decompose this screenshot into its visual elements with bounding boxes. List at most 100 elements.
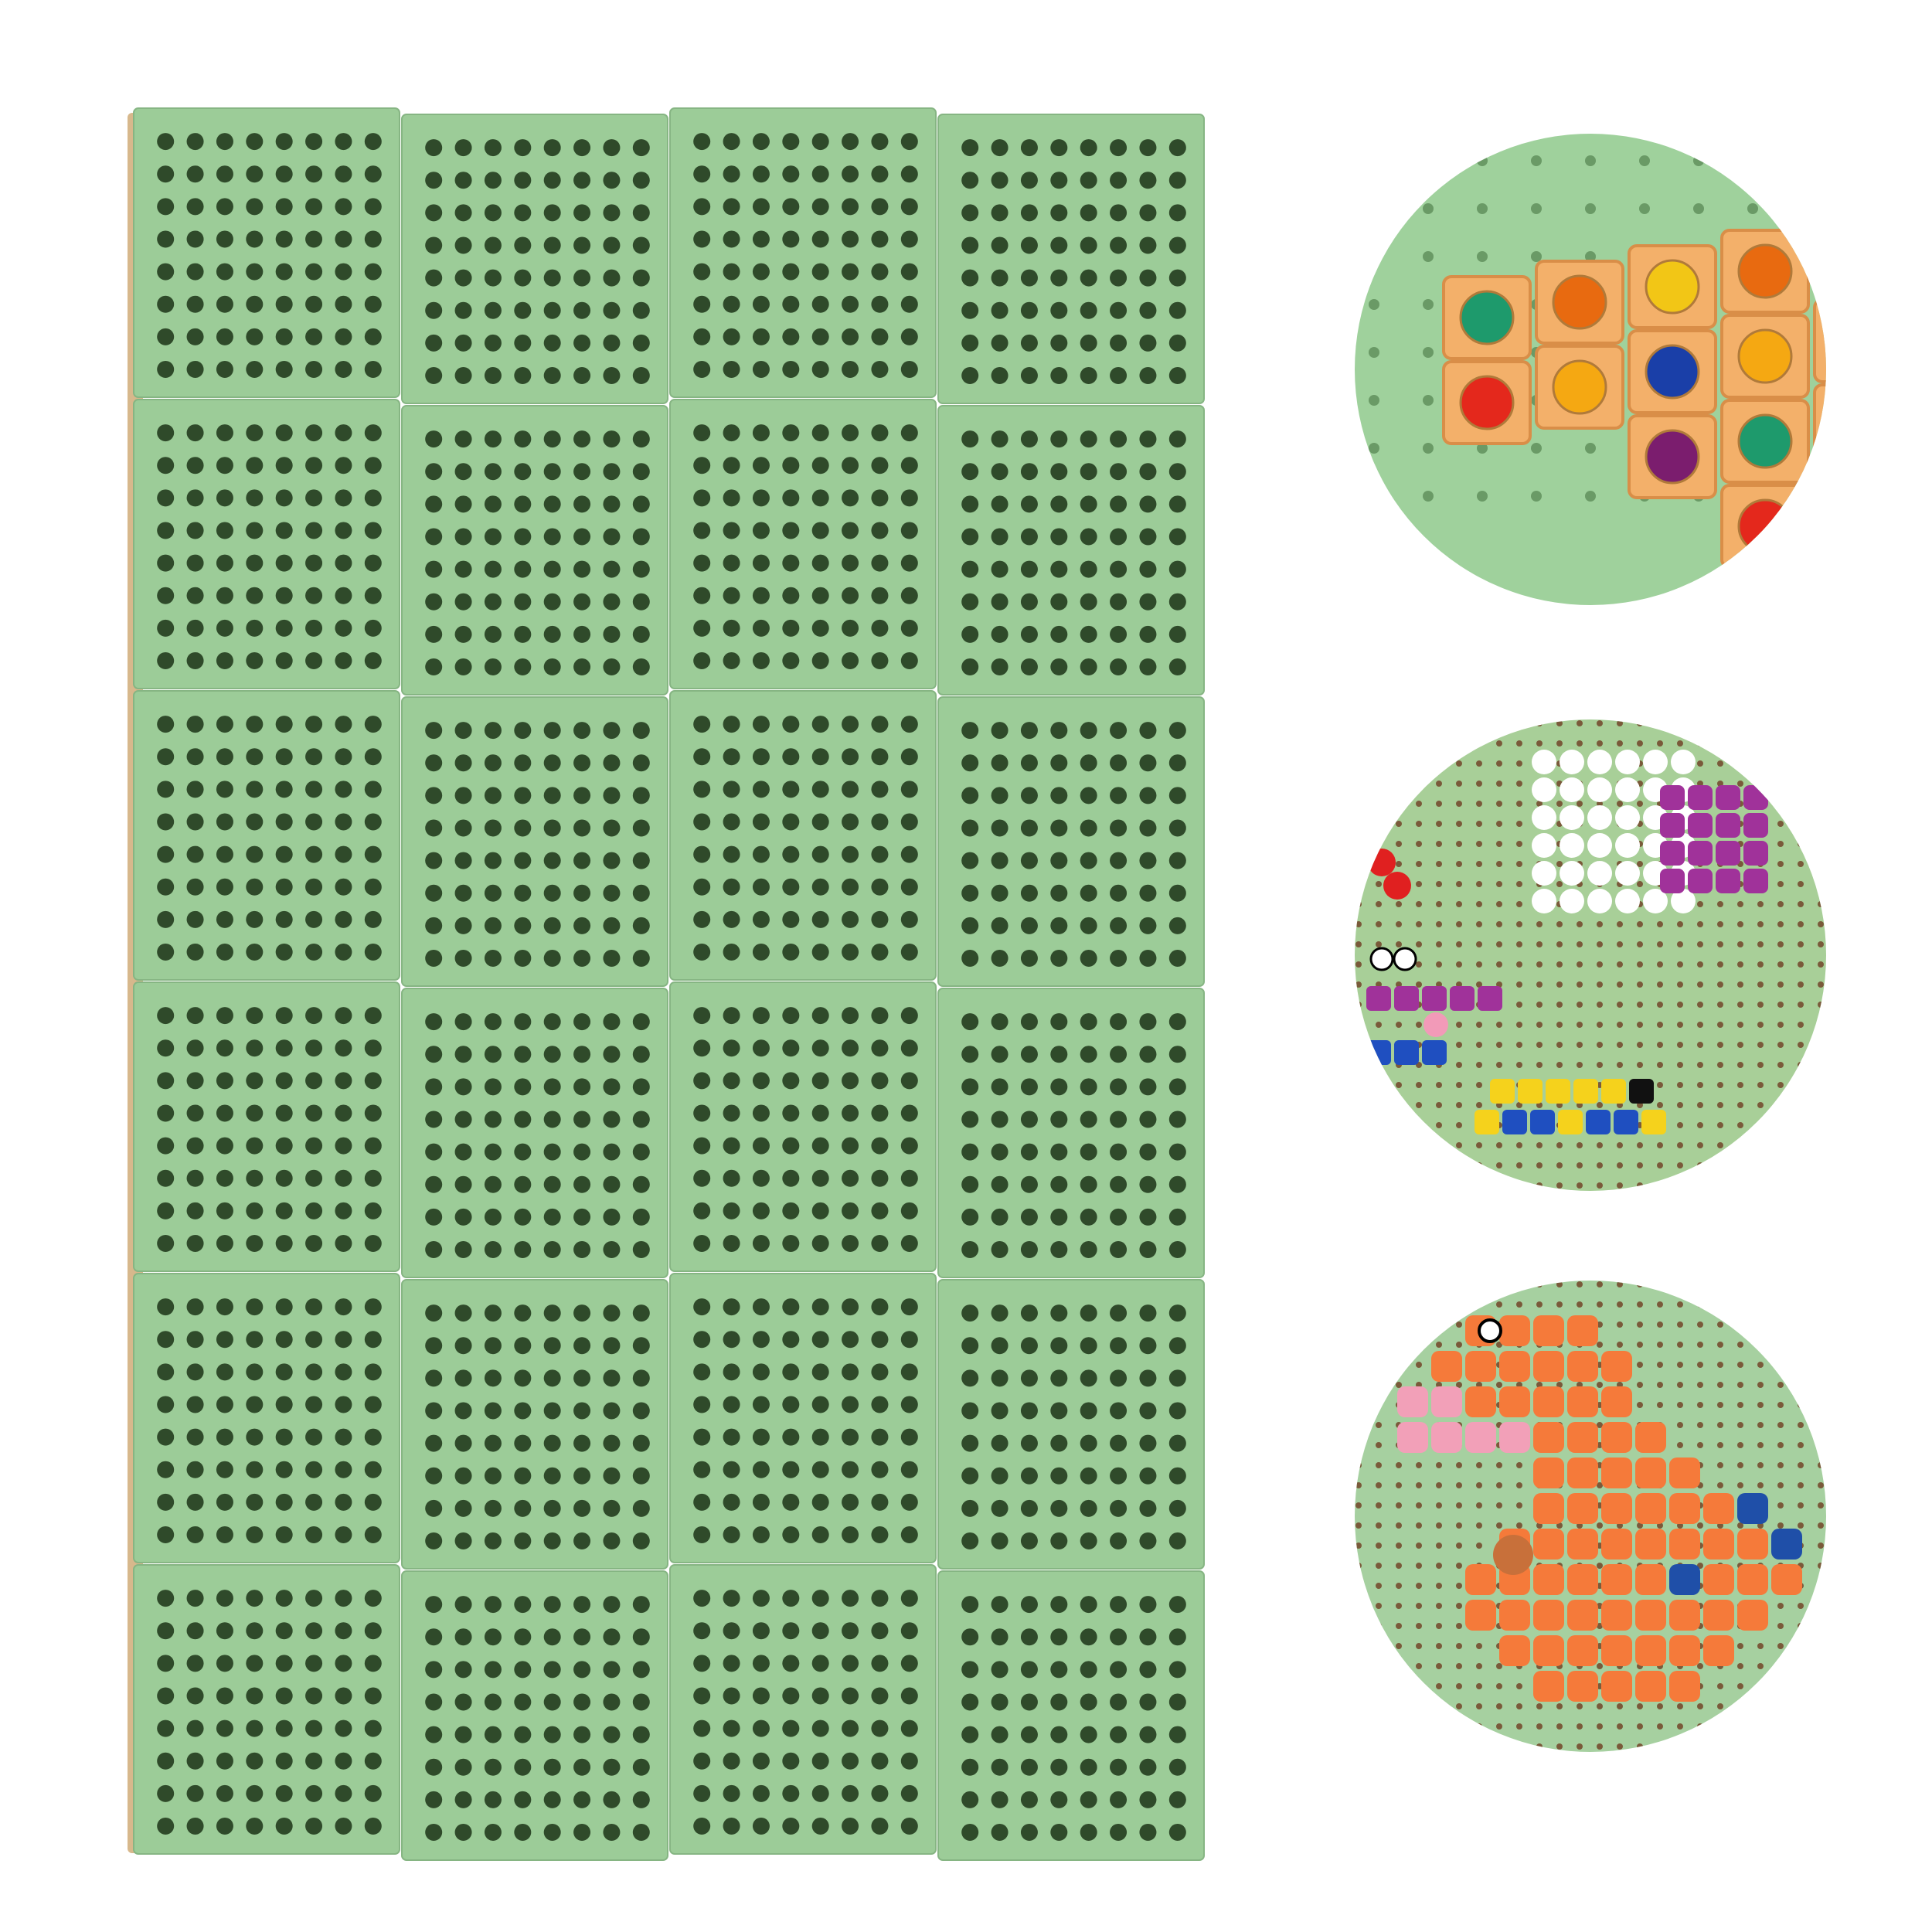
peg-hole (752, 943, 770, 961)
peg-hole (1376, 1402, 1382, 1408)
peg-hole (1818, 1743, 1824, 1750)
peg-hole (1516, 921, 1522, 927)
peg-hole (1080, 593, 1097, 611)
peg-hole (1556, 740, 1563, 747)
peg-hole (454, 1791, 472, 1808)
peg-hole (1677, 1723, 1683, 1730)
peg-hole (961, 1337, 979, 1355)
peg-hole (1416, 981, 1422, 988)
peg-hole (543, 1628, 561, 1646)
peg-hole (1476, 760, 1482, 767)
peg-hole (305, 781, 323, 798)
peg-hole (425, 1337, 443, 1355)
peg-hole (1737, 1002, 1743, 1008)
peg-hole (1139, 1726, 1157, 1743)
peg-hole (632, 366, 650, 384)
peg-hole (991, 1369, 1009, 1387)
peg-hole (1777, 1663, 1784, 1669)
peg-hole (1423, 347, 1434, 358)
peg-hole (1168, 1596, 1186, 1614)
peg-hole (335, 198, 352, 216)
peg-hole (632, 1078, 650, 1096)
peg-hole (1376, 720, 1382, 726)
peg-hole (1020, 754, 1038, 772)
peg-hole (425, 1693, 443, 1711)
peg-hole (425, 593, 443, 611)
peg-hole (1168, 301, 1186, 319)
peg-hole (961, 1111, 979, 1128)
peg-hole (632, 430, 650, 448)
peg-hole (1536, 1281, 1543, 1287)
peg-hole (1110, 1726, 1128, 1743)
peg-hole (991, 1532, 1009, 1549)
peg-hole (1677, 921, 1683, 927)
peg-hole (1536, 981, 1543, 988)
peg-hole (1369, 443, 1379, 454)
peg-hole (871, 1234, 889, 1252)
peg-hole (1476, 881, 1482, 887)
peg-hole (305, 845, 323, 863)
mosaic-peg (1669, 1600, 1700, 1631)
peg-hole (484, 1823, 502, 1841)
peg-hole (1416, 821, 1422, 827)
peg-hole (603, 1758, 621, 1776)
peg-hole (1020, 334, 1038, 352)
mosaic-peg (1450, 986, 1475, 1011)
peg-hole (1657, 1162, 1663, 1168)
mosaic-peg (1465, 1564, 1496, 1595)
peg-hole (1376, 1462, 1382, 1468)
peg-hole (871, 587, 889, 604)
peg-hole (1080, 172, 1097, 189)
peg-hole (1110, 1175, 1128, 1193)
peg-hole (1020, 722, 1038, 740)
peg-hole (1737, 720, 1743, 726)
peg-hole (1050, 366, 1068, 384)
peg-hole (1637, 1522, 1643, 1529)
peg-hole (1020, 1693, 1038, 1711)
peg-hole (1476, 901, 1482, 907)
peg-hole (216, 1331, 233, 1349)
peg-hole (425, 366, 443, 384)
peg-hole (1516, 1062, 1522, 1068)
peg-hole (811, 1331, 829, 1349)
peg-hole (811, 716, 829, 733)
peg-hole (1747, 203, 1758, 214)
peg-hole (871, 522, 889, 539)
peg-hole (1168, 1693, 1186, 1711)
peg-hole (335, 1363, 352, 1381)
peg-hole (1050, 1304, 1068, 1322)
peg-hole (900, 360, 918, 378)
peg-hole (1355, 1182, 1362, 1189)
peg-hole (1717, 1182, 1723, 1189)
peg-hole (900, 1072, 918, 1090)
peg-hole (900, 1719, 918, 1737)
peg-hole (871, 1752, 889, 1770)
peg-hole (900, 230, 918, 248)
peg-hole (1080, 625, 1097, 643)
peg-hole (186, 554, 204, 572)
peg-hole (961, 1143, 979, 1161)
peg-hole (693, 295, 711, 313)
mosaic-peg (1560, 750, 1584, 774)
mosaic-peg (1601, 1635, 1632, 1666)
board-tile (133, 1273, 400, 1563)
peg-hole (364, 1428, 382, 1446)
peg-hole (782, 457, 800, 474)
mosaic-peg (1383, 872, 1411, 900)
peg-hole (1637, 921, 1643, 927)
peg-hole (335, 165, 352, 183)
peg-hole (782, 1622, 800, 1640)
peg-hole (573, 1726, 591, 1743)
peg-hole (543, 204, 561, 222)
peg-hole (1020, 139, 1038, 157)
peg-hole (782, 1719, 800, 1737)
peg-hole (603, 1240, 621, 1258)
peg-hole (1531, 443, 1542, 454)
peg-hole (900, 716, 918, 733)
peg-hole (454, 366, 472, 384)
peg-hole (1376, 901, 1382, 907)
peg-hole (811, 424, 829, 442)
peg-hole (723, 1169, 740, 1187)
peg-hole (961, 1208, 979, 1226)
peg-hole (723, 328, 740, 345)
